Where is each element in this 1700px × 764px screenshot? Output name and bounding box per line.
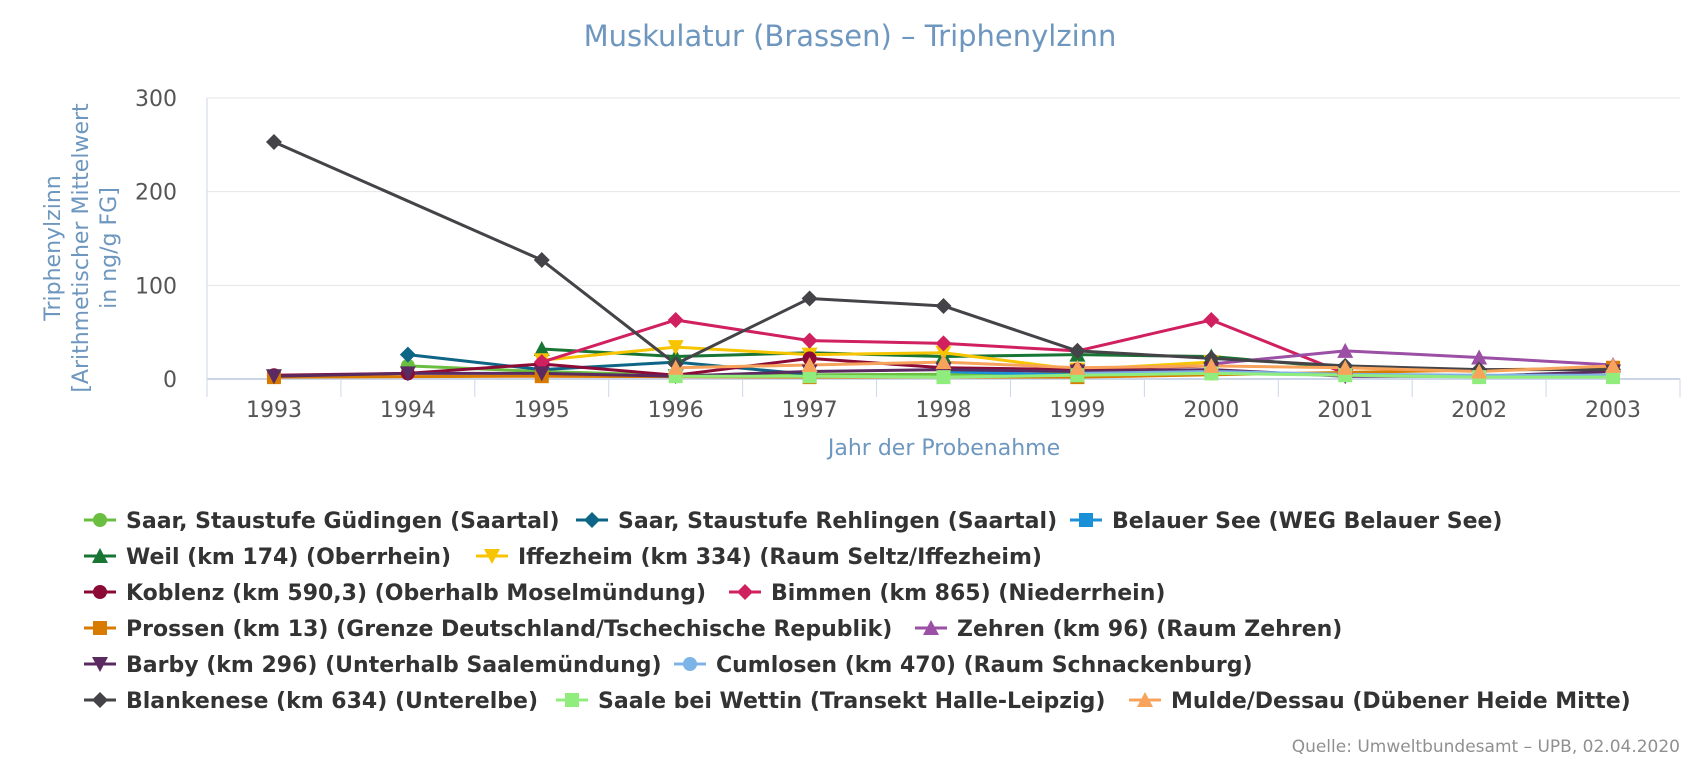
data-point: [801, 332, 818, 349]
legend-marker: [92, 692, 108, 708]
legend-item: Koblenz (km 590,3) (Oberhalb Moselmündun…: [126, 581, 706, 606]
data-point: [667, 359, 684, 375]
legend-marker: [92, 548, 108, 563]
y-axis-title: Triphenylzinn [Arithmetischer Mittelwert…: [41, 103, 122, 393]
legend-item: Zehren (km 96) (Raum Zehren): [957, 617, 1342, 642]
data-point: [1069, 342, 1086, 359]
legend-marker: [584, 512, 600, 528]
series-line: [1209, 349, 1615, 367]
legend-item: Saar, Staustufe Güdingen (Saartal): [126, 509, 560, 534]
legend-item: Weil (km 174) (Oberrhein): [126, 545, 451, 570]
legend-marker: [683, 657, 697, 671]
legend-marker: [565, 693, 579, 707]
gridlines: [207, 97, 1680, 286]
legend-item: Prossen (km 13) (Grenze Deutschland/Tsch…: [126, 617, 892, 642]
y-axis-title-line-3: in ng/g FG]: [97, 187, 122, 309]
series-line: [674, 371, 1615, 379]
legend-marker: [92, 657, 108, 672]
data-point: [265, 369, 282, 385]
x-tick-label: 1993: [246, 398, 302, 423]
series-line: [674, 360, 1615, 374]
axes: 0 100 200 300 1993 1994 1995 1996 1997 1998 1999 20…: [135, 87, 1681, 423]
data-point: [1337, 342, 1354, 358]
x-axis-title: Jahr der Probenahme: [826, 436, 1060, 461]
chart-title: Muskulatur (Brassen) – Triphenylzinn: [584, 19, 1117, 53]
legend-item: Mulde/Dessau (Dübener Heide Mitte): [1171, 689, 1631, 714]
x-tick-label: 1995: [514, 398, 570, 423]
data-point: [1471, 363, 1488, 379]
data-point: [533, 354, 550, 371]
data-point: [935, 335, 952, 352]
y-axis-title-line-2: [Arithmetischer Mittelwert: [69, 103, 94, 393]
legend-marker: [923, 620, 939, 635]
y-axis-title-line-1: Triphenylzinn: [41, 175, 66, 321]
legend-marker: [484, 549, 500, 564]
legend-marker: [93, 585, 107, 599]
x-tick-label: 1996: [648, 398, 704, 423]
data-point: [802, 369, 817, 384]
data-point: [667, 340, 684, 356]
legend-item: Saar, Staustufe Rehlingen (Saartal): [618, 509, 1057, 534]
legend-item: Bimmen (km 865) (Niederrhein): [771, 581, 1165, 606]
x-tick-label: 1998: [916, 398, 972, 423]
data-point: [936, 370, 951, 385]
data-point: [667, 311, 684, 328]
data-point: [399, 366, 416, 382]
data-point: [265, 134, 282, 151]
legend-marker: [93, 621, 107, 635]
data-point: [935, 354, 952, 370]
x-tick-label: 2002: [1451, 398, 1507, 423]
x-tick-label: 2000: [1183, 398, 1239, 423]
x-tick-label: 2001: [1317, 398, 1373, 423]
legend-item: Barby (km 296) (Unterhalb Saalemündung): [126, 653, 662, 678]
legend-item: Blankenese (km 634) (Unterelbe): [126, 689, 538, 714]
data-point: [533, 252, 550, 269]
y-tick-label: 100: [135, 274, 177, 299]
legend-marker: [93, 513, 107, 527]
y-tick-label: 0: [163, 368, 177, 393]
legend-item: Saale bei Wettin (Transekt Halle-Leipzig…: [598, 689, 1105, 714]
data-point: [1069, 359, 1086, 375]
series-markers: [265, 134, 1622, 385]
legend-marker: [1137, 692, 1153, 707]
x-tick-label: 1994: [380, 398, 436, 423]
data-point: [801, 356, 818, 372]
series-line: [272, 140, 1615, 372]
legend-marker: [737, 584, 753, 600]
source-credit: Quelle: Umweltbundesamt – UPB, 02.04.202…: [1292, 737, 1680, 757]
data-point: [801, 290, 818, 307]
data-point: [935, 345, 952, 361]
legend-marker: [1079, 513, 1093, 527]
x-tick-label: 1999: [1049, 398, 1105, 423]
data-point: [399, 346, 416, 363]
legend-item: Belauer See (WEG Belauer See): [1112, 509, 1503, 534]
legend-item: Cumlosen (km 470) (Raum Schnackenburg): [716, 653, 1253, 678]
y-tick-label: 200: [135, 181, 177, 206]
data-point: [1605, 357, 1622, 373]
data-point: [1203, 311, 1220, 328]
data-point: [1203, 357, 1220, 373]
x-tick-label: 2003: [1585, 398, 1641, 423]
data-point: [533, 341, 550, 357]
data-point: [1337, 359, 1354, 375]
y-tick-label: 300: [135, 87, 177, 112]
x-tick-label: 1997: [782, 398, 838, 423]
data-point: [1471, 349, 1488, 365]
data-point: [533, 366, 550, 382]
data-point: [1606, 370, 1621, 385]
legend-item: Iffezheim (km 334) (Raum Seltz/Iffezheim…: [518, 545, 1042, 570]
data-point: [935, 297, 952, 314]
legend: Saar, Staustufe Güdingen (Saartal) Saar, …: [84, 509, 1631, 714]
